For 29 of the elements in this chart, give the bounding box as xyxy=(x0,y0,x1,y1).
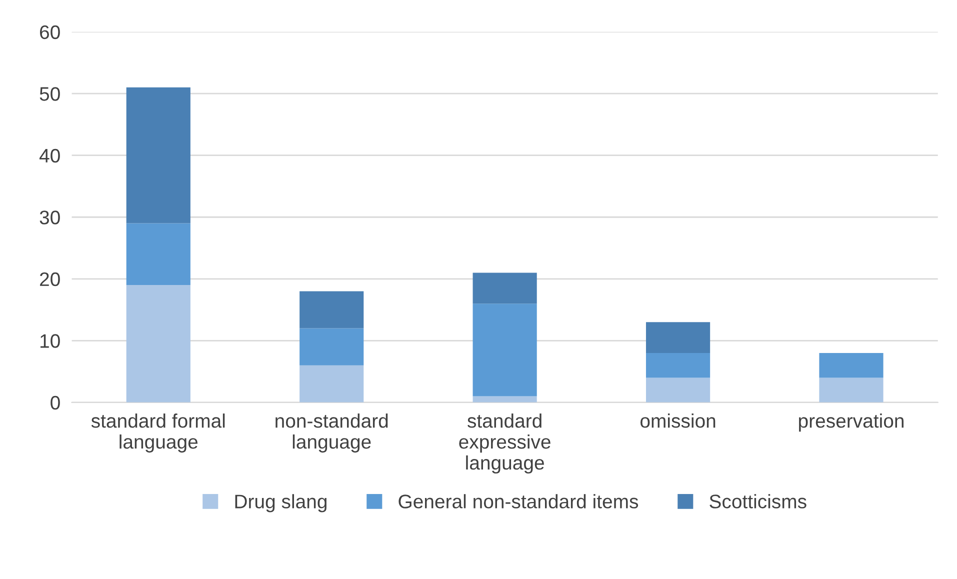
legend-label: Scotticisms xyxy=(710,494,806,508)
y-tick-label: 60 xyxy=(40,25,60,40)
bar xyxy=(126,223,190,286)
y-tick-label: 50 xyxy=(40,87,60,101)
bar xyxy=(646,378,710,402)
y-tick-label: 0 xyxy=(50,396,60,410)
legend-label: General non-standard items xyxy=(398,494,638,508)
x-tick-label: non-standard language xyxy=(276,414,388,453)
x-tick-label: omission xyxy=(640,414,716,428)
x-tick-label: standard formal language xyxy=(91,414,225,453)
x-tick-label: preservation xyxy=(799,414,904,432)
bar xyxy=(646,352,710,378)
x-tick-label: standard expressive language xyxy=(459,414,550,474)
y-tick-label: 40 xyxy=(39,148,60,163)
bar xyxy=(472,396,537,402)
bar xyxy=(300,328,364,366)
bar xyxy=(126,285,190,402)
y-tick-label: 10 xyxy=(40,334,60,348)
bar xyxy=(819,352,884,378)
legend-label: Drug slang xyxy=(235,494,326,512)
bar xyxy=(646,322,710,353)
bar xyxy=(300,365,364,402)
y-tick-label: 30 xyxy=(40,210,60,224)
bar xyxy=(300,291,364,328)
bar xyxy=(819,378,884,402)
y-tick-label: 20 xyxy=(40,272,60,286)
bar xyxy=(126,87,190,224)
bar xyxy=(472,304,537,396)
bar xyxy=(472,272,537,304)
